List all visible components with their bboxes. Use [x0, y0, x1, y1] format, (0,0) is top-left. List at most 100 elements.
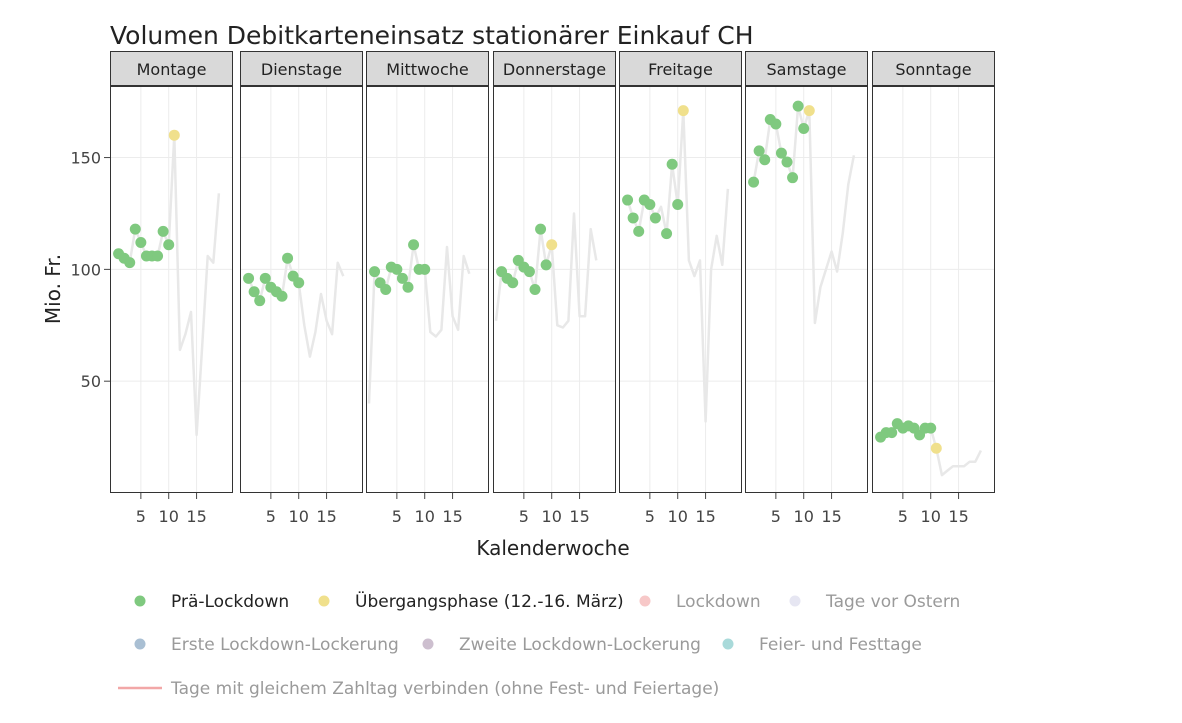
data-point: [535, 223, 547, 235]
data-point: [775, 147, 787, 159]
x-tick-label: 10: [415, 507, 435, 526]
x-tick-label: 15: [948, 507, 968, 526]
x-tick-label: 5: [898, 507, 908, 526]
data-point: [396, 272, 408, 284]
facet-strip: [366, 51, 489, 86]
legend-swatch: [639, 595, 651, 607]
data-point: [633, 225, 645, 237]
data-point: [886, 427, 898, 439]
data-point: [259, 272, 271, 284]
x-axis-label: Kalenderwoche: [476, 536, 629, 560]
legend-swatch: [134, 638, 146, 650]
data-point: [129, 223, 141, 235]
chart-title: Volumen Debitkarteneinsatz stationärer E…: [110, 21, 754, 50]
x-tick-label: 5: [266, 507, 276, 526]
x-tick-label: 5: [519, 507, 529, 526]
panel-border: [872, 86, 995, 493]
panel-border: [366, 86, 489, 493]
facet-strip: [872, 51, 995, 86]
data-point: [803, 105, 815, 117]
legend-label: Feier- und Festtage: [759, 635, 922, 655]
facet-label: Mittwoche: [386, 60, 468, 79]
y-tick-label: 100: [70, 260, 101, 279]
legend-label: Übergangsphase (12.-16. März): [355, 590, 624, 612]
facet-strip: [493, 51, 616, 86]
legend-label: Tage mit gleichem Zahltag verbinden (ohn…: [170, 679, 719, 699]
data-point: [627, 212, 639, 224]
data-point: [925, 422, 937, 434]
x-tick-label: 10: [159, 507, 179, 526]
facet-strip: [110, 51, 233, 86]
panel-border: [110, 86, 233, 493]
data-point: [254, 295, 266, 307]
legend-label: Zweite Lockdown-Lockerung: [459, 635, 701, 655]
x-tick-label: 5: [645, 507, 655, 526]
data-point: [507, 277, 519, 289]
facet-label: Dienstage: [261, 60, 342, 79]
legend-swatch: [422, 638, 434, 650]
data-point: [408, 239, 420, 251]
data-point: [243, 272, 255, 284]
facet-strip: [240, 51, 363, 86]
data-point: [666, 158, 678, 170]
x-tick-label: 5: [136, 507, 146, 526]
data-point: [672, 199, 684, 211]
data-point: [419, 263, 431, 275]
legend-swatch: [318, 595, 330, 607]
data-point: [677, 105, 689, 117]
data-point: [402, 281, 414, 293]
legend-swatch: [789, 595, 801, 607]
data-point: [644, 199, 656, 211]
facet-label: Freitage: [648, 60, 713, 79]
facet-strip: [619, 51, 742, 86]
data-point: [523, 266, 535, 278]
facet-label: Montage: [137, 60, 207, 79]
legend-label: Erste Lockdown-Lockerung: [171, 635, 399, 655]
x-tick-label: 10: [289, 507, 309, 526]
data-point: [135, 237, 147, 249]
data-point: [163, 239, 175, 251]
y-axis-label: Mio. Fr.: [41, 254, 65, 324]
data-point: [759, 154, 771, 166]
panel-border: [619, 86, 742, 493]
x-tick-label: 10: [794, 507, 814, 526]
data-point: [157, 225, 169, 237]
data-point: [168, 129, 180, 141]
x-tick-label: 10: [921, 507, 941, 526]
data-point: [781, 156, 793, 168]
x-tick-label: 15: [442, 507, 462, 526]
x-tick-label: 10: [668, 507, 688, 526]
data-point: [293, 277, 305, 289]
data-point: [529, 284, 541, 295]
legend-label: Prä-Lockdown: [171, 592, 289, 612]
legend-label: Lockdown: [676, 592, 761, 612]
data-point: [369, 266, 381, 278]
data-point: [748, 176, 760, 188]
data-point: [792, 100, 804, 112]
data-point: [770, 118, 782, 130]
facet-strip: [745, 51, 868, 86]
data-point: [753, 145, 765, 157]
x-tick-label: 15: [569, 507, 589, 526]
data-point: [787, 172, 799, 184]
data-point: [124, 257, 136, 269]
data-point: [276, 290, 288, 302]
x-tick-label: 15: [186, 507, 206, 526]
data-point: [649, 212, 661, 224]
x-tick-label: 15: [821, 507, 841, 526]
x-tick-label: 15: [695, 507, 715, 526]
facet-label: Samstage: [767, 60, 847, 79]
legend-swatch: [134, 595, 146, 607]
legend-swatch: [722, 638, 734, 650]
facet-label: Sonntage: [895, 60, 971, 79]
data-point: [248, 286, 260, 298]
x-tick-label: 5: [771, 507, 781, 526]
series-line-donnerstage: [494, 212, 598, 329]
y-tick-label: 150: [70, 149, 101, 168]
facet-label: Donnerstage: [503, 60, 606, 79]
panel-border: [493, 86, 616, 493]
data-point: [380, 284, 392, 295]
data-point: [152, 250, 164, 262]
